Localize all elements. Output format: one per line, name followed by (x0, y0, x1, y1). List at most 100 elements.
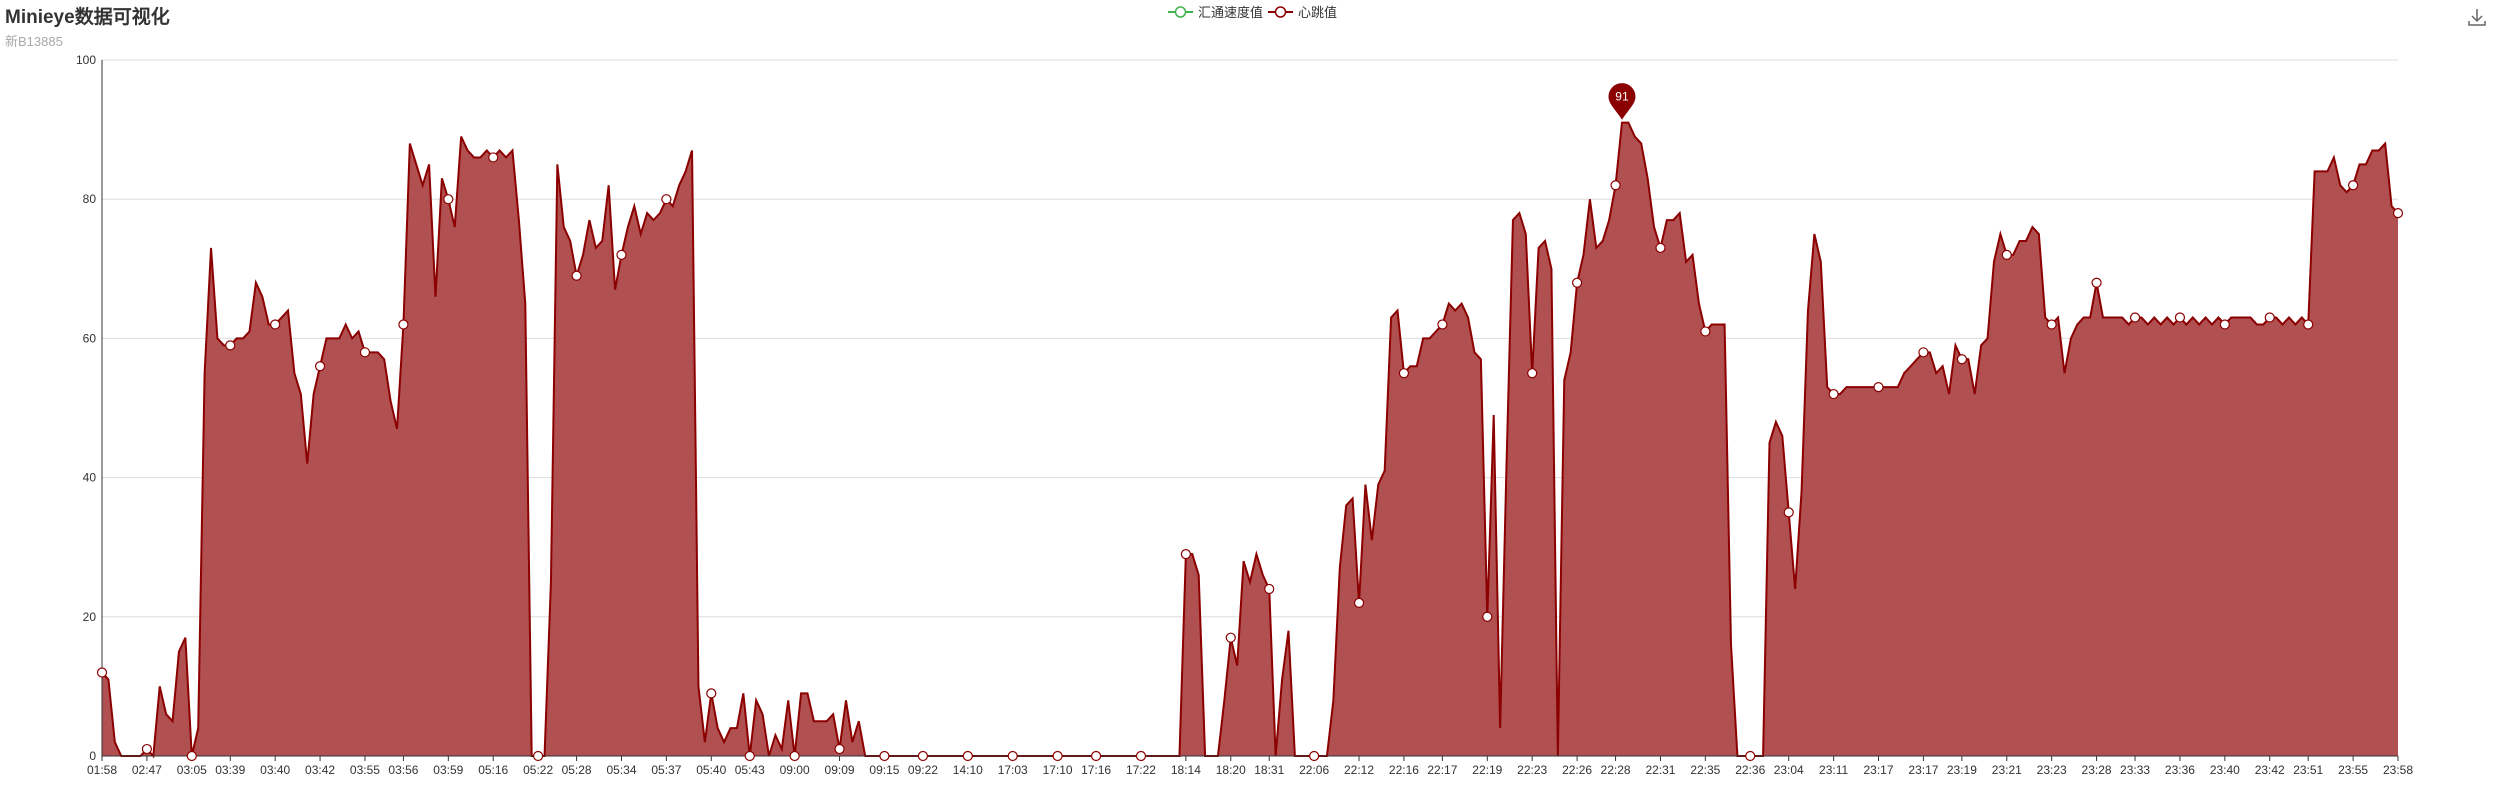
data-point (789, 750, 800, 762)
chart-title: Minieye数据可视化 (5, 7, 170, 28)
data-point (488, 152, 499, 163)
data-point (225, 340, 236, 351)
data-point (1090, 750, 1102, 762)
x-tick-label: 09:22 (908, 763, 938, 777)
data-point (1398, 368, 1410, 379)
x-tick-label: 23:04 (1774, 763, 1804, 777)
data-point (533, 750, 544, 762)
legend-item-heartbeat[interactable]: 心跳值 (1268, 2, 1337, 21)
x-tick-label: 23:33 (2120, 763, 2150, 777)
x-tick-label: 22:35 (1690, 763, 1720, 777)
data-point (2129, 312, 2141, 323)
axes: 0 20 40 60 80 100 01:58 02:47 03:05 03:39 03:40 03:… (76, 53, 2413, 777)
y-tick-label: 40 (83, 471, 97, 485)
data-point (1873, 382, 1884, 393)
x-tick-label: 09:09 (825, 763, 855, 777)
x-tick-label: 05:28 (562, 763, 592, 777)
x-tick-label: 23:36 (2165, 763, 2195, 777)
y-tick-label: 0 (89, 749, 96, 763)
data-point (1783, 507, 1794, 518)
x-tick-label: 05:37 (651, 763, 681, 777)
x-tick-label: 23:17 (1908, 763, 1938, 777)
max-marker-label: 91 (1615, 90, 1629, 104)
data-point (314, 361, 326, 372)
data-point (1437, 319, 1448, 330)
download-icon[interactable] (2466, 6, 2488, 28)
max-marker-pin (1607, 82, 1637, 122)
y-tick-label: 60 (83, 331, 97, 345)
y-tick-label: 20 (83, 610, 97, 624)
data-point (1225, 632, 1236, 643)
data-point (661, 194, 672, 205)
series-area (101, 121, 2399, 759)
x-tick-label: 23:42 (2255, 763, 2285, 777)
x-tick-label: 17:22 (1126, 763, 1156, 777)
x-tick-label: 23:55 (2338, 763, 2368, 777)
data-point (1956, 354, 1967, 365)
x-tick-label: 05:16 (478, 763, 508, 777)
data-point (96, 667, 108, 678)
data-point (2091, 277, 2102, 288)
x-tick-label: 22:16 (1389, 763, 1419, 777)
x-tick-label: 17:03 (998, 763, 1028, 777)
data-point (1571, 277, 1583, 288)
data-point (744, 750, 755, 762)
x-tick-label: 03:42 (305, 763, 335, 777)
legend: 汇通速度值 心跳值 (0, 0, 2500, 22)
data-point (1745, 750, 1756, 762)
x-tick-label: 01:58 (87, 763, 117, 777)
data-point (2046, 319, 2057, 330)
x-tick-label: 22:36 (1735, 763, 1765, 777)
data-point (1353, 597, 1365, 608)
data-point (1180, 549, 1191, 560)
x-tick-label: 23:28 (2082, 763, 2112, 777)
x-tick-label: 05:22 (523, 763, 553, 777)
legend-marker-speed (1168, 5, 1193, 18)
x-tick-label: 05:34 (606, 763, 636, 777)
data-point (186, 750, 197, 762)
x-tick-label: 05:43 (735, 763, 765, 777)
series-points (96, 152, 2404, 762)
data-point (2001, 249, 2012, 260)
data-point (2264, 312, 2275, 323)
series-line (101, 121, 2399, 759)
data-point (443, 194, 454, 205)
x-tick-label: 22:23 (1517, 763, 1547, 777)
x-tick-label: 23:40 (2210, 763, 2240, 777)
data-point (2174, 312, 2186, 323)
x-tick-label: 03:55 (350, 763, 380, 777)
x-tick-label: 18:14 (1171, 763, 1201, 777)
data-point (616, 249, 627, 260)
x-tick-label: 23:17 (1863, 763, 1893, 777)
data-point (398, 319, 409, 330)
x-tick-label: 17:16 (1081, 763, 1111, 777)
data-point (1135, 750, 1147, 762)
x-tick-label: 05:40 (696, 763, 726, 777)
data-point (2348, 180, 2359, 191)
x-tick-label: 22:28 (1601, 763, 1631, 777)
x-tick-label: 03:59 (433, 763, 463, 777)
data-point (879, 750, 890, 762)
x-tick-label: 03:40 (260, 763, 290, 777)
data-point (1482, 611, 1493, 622)
data-point (270, 319, 281, 330)
chart-subtitle: 新B13885 (5, 34, 63, 49)
legend-item-speed[interactable]: 汇通速度值 (1168, 2, 1263, 21)
data-point (1052, 750, 1063, 762)
data-point (571, 270, 582, 281)
y-tick-label: 100 (76, 53, 96, 67)
legend-label-speed: 汇通速度值 (1198, 5, 1264, 20)
x-tick-label: 03:39 (215, 763, 245, 777)
data-point (834, 743, 845, 755)
max-marker-layer: 91 (1607, 82, 1637, 122)
legend-label-heartbeat: 心跳值 (1298, 5, 1338, 20)
data-point (2303, 319, 2314, 330)
x-tick-label: 09:15 (869, 763, 899, 777)
y-tick-label: 80 (83, 192, 97, 206)
x-tick-label: 02:47 (132, 763, 162, 777)
x-tick-label: 22:26 (1562, 763, 1592, 777)
data-point (1655, 242, 1666, 254)
x-tick-label: 18:31 (1254, 763, 1284, 777)
data-point (1007, 750, 1018, 762)
x-tick-label: 14:10 (953, 763, 983, 777)
